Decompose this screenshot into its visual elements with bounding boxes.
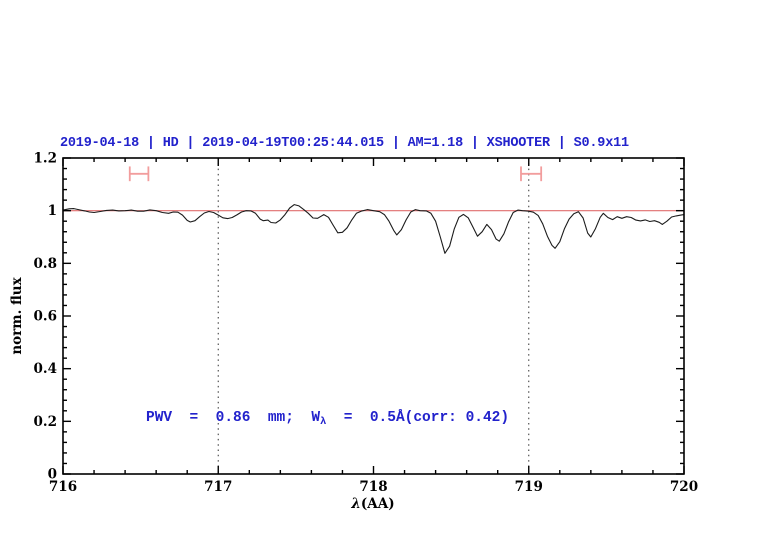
y-axis-label: norm. flux [9, 277, 25, 355]
y-tick-label: 0.2 [34, 414, 58, 430]
x-tick-label: 719 [515, 479, 543, 495]
x-axis-label-units: (AA) [360, 496, 395, 512]
x-tick-label: 716 [49, 479, 77, 495]
y-tick-label: 0.8 [34, 256, 58, 272]
pwv-annotation: PWV = 0.86 mm; Wλ = 0.5Å(corr: 0.42) [146, 410, 509, 428]
lambda-symbol: λ [351, 496, 361, 512]
y-tick-label: 0.4 [34, 361, 58, 377]
pwv-annotation-pre: PWV = 0.86 mm; W [146, 410, 321, 426]
x-axis-label: λ(AA) [351, 496, 394, 512]
spectrum-line [62, 204, 685, 254]
y-tick-label: 1 [48, 203, 57, 219]
plot-title: 2019-04-18 | HD | 2019-04-19T00:25:44.01… [60, 136, 629, 151]
x-tick-label: 717 [204, 479, 232, 495]
pwv-annotation-subscript: λ [320, 416, 327, 428]
x-tick-label: 720 [670, 479, 698, 495]
y-tick-label: 1.2 [34, 151, 58, 167]
pwv-annotation-post: = 0.5Å(corr: 0.42) [326, 410, 510, 426]
y-tick-label: 0.6 [34, 309, 58, 325]
x-tick-label: 718 [359, 479, 387, 495]
y-tick-label: 0 [48, 467, 57, 483]
